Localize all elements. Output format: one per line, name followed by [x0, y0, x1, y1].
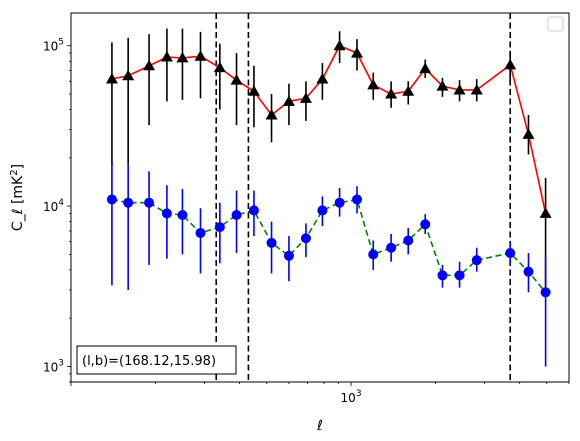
series-1-point-17 — [403, 235, 414, 246]
series-0-point-8 — [247, 85, 260, 96]
series-1-point-6 — [214, 222, 225, 233]
axis-ticks: 103 103 104 105 — [43, 38, 570, 405]
y-tick-label: 104 — [43, 198, 64, 214]
series-0 — [105, 28, 552, 290]
x-axis-label: ℓ — [316, 418, 323, 434]
series-0-point-16 — [385, 88, 398, 99]
series-0-point-7 — [230, 74, 243, 85]
series-1-point-1 — [123, 197, 134, 208]
series-1-point-10 — [283, 250, 294, 261]
series-1-point-3 — [161, 208, 172, 219]
series-1-point-13 — [334, 197, 345, 208]
series-1-point-11 — [300, 233, 311, 244]
series-layer — [105, 28, 552, 367]
annotation-box — [76, 345, 237, 375]
series-0-point-19 — [436, 80, 449, 91]
series-0-point-3 — [160, 51, 173, 62]
series-1-point-12 — [317, 205, 328, 216]
series-1-point-18 — [420, 219, 431, 230]
series-0-point-4 — [176, 51, 189, 63]
series-1-point-20 — [454, 270, 465, 281]
series-0-point-17 — [402, 85, 415, 96]
y-axis-label: C_ℓ [mK2] — [9, 164, 26, 231]
series-1-point-23 — [523, 266, 534, 277]
series-0-point-14 — [351, 47, 364, 58]
plot-frame — [70, 12, 570, 383]
series-0-point-12 — [316, 73, 329, 84]
series-0-point-24 — [539, 207, 552, 218]
y-tick-label: 103 — [43, 358, 64, 374]
vertical-dashed-lines — [215, 13, 512, 382]
series-1-point-9 — [266, 237, 277, 248]
series-0-point-5 — [194, 50, 207, 61]
series-0-point-21 — [470, 83, 483, 95]
series-0-point-11 — [299, 92, 312, 103]
series-1-point-8 — [248, 205, 259, 216]
series-1-point-0 — [106, 194, 117, 205]
series-1-point-14 — [352, 194, 363, 205]
series-0-point-15 — [367, 78, 380, 90]
series-1-point-19 — [437, 270, 448, 281]
series-1-point-24 — [540, 287, 551, 298]
legend-box — [547, 16, 564, 32]
legend — [547, 16, 564, 32]
series-1-point-15 — [368, 249, 379, 260]
series-0-line — [111, 44, 547, 214]
series-0-point-0 — [105, 73, 118, 84]
series-1-point-21 — [471, 255, 482, 266]
series-0-point-13 — [333, 39, 346, 51]
series-0-point-22 — [504, 58, 517, 70]
series-0-point-9 — [265, 108, 278, 120]
series-1-point-5 — [195, 227, 206, 238]
series-1-line — [111, 198, 547, 293]
series-0-point-20 — [453, 83, 466, 95]
series-1-point-4 — [177, 209, 188, 220]
annotation: (l,b)=(168.12,15.98) — [76, 345, 237, 375]
series-0-point-23 — [522, 128, 535, 139]
series-1 — [106, 161, 551, 367]
series-0-point-6 — [213, 61, 226, 73]
y-tick-label: 105 — [43, 38, 64, 54]
series-1-point-2 — [144, 197, 155, 208]
annotation-text: (l,b)=(168.12,15.98) — [82, 354, 216, 369]
series-1-point-22 — [505, 247, 516, 258]
series-0-point-18 — [419, 62, 432, 74]
series-0-point-1 — [122, 69, 135, 81]
series-0-point-10 — [282, 95, 295, 106]
x-tick-label: 103 — [341, 389, 362, 405]
series-0-point-2 — [143, 59, 156, 71]
series-1-point-16 — [386, 242, 397, 253]
series-1-point-7 — [231, 209, 242, 220]
